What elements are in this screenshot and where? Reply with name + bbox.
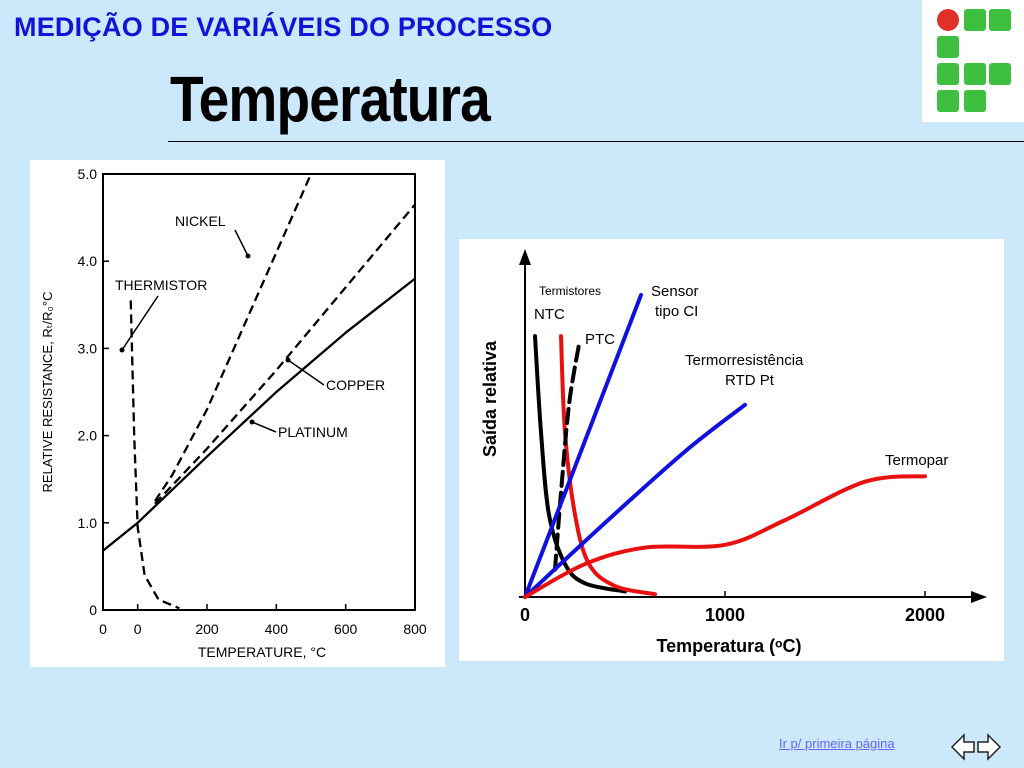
series-line-nickel bbox=[154, 173, 313, 502]
x-tick-label: 1000 bbox=[705, 605, 745, 625]
title-divider bbox=[168, 141, 1024, 142]
annotation-pointer bbox=[121, 295, 159, 351]
annotation-platinum: PLATINUM bbox=[278, 424, 348, 440]
first-page-link[interactable]: Ir p/ primeira página bbox=[779, 736, 895, 751]
resistance-chart-panel: 0 0 200 400 600 800 0 1.0 2.0 3.0 4.0 5.0 NICKEL COP… bbox=[30, 160, 445, 667]
sensor-output-chart-panel: 0 1000 2000 Termistores NTC PTC Sensor tipo CI… bbox=[459, 239, 1004, 661]
x-tick-label: 2000 bbox=[905, 605, 945, 625]
annotation-nickel: NICKEL bbox=[175, 213, 226, 229]
y-tick-label: 2.0 bbox=[78, 428, 98, 444]
annotation-ptc: PTC bbox=[585, 331, 615, 348]
y-axis-arrow bbox=[519, 249, 531, 265]
annotation-termistores: Termistores bbox=[539, 284, 601, 298]
y-axis-label: RELATIVE RESISTANCE, Rₜ/R₀°C bbox=[40, 291, 55, 492]
x-tick-label: 0 bbox=[99, 621, 107, 637]
annotation-pointer bbox=[287, 359, 325, 386]
plot-frame bbox=[102, 173, 416, 611]
annotation-arrowhead bbox=[285, 357, 291, 363]
x-tick-label: 0 bbox=[520, 605, 530, 625]
x-axis-label: Temperatura (ᵒC) bbox=[656, 636, 801, 656]
annotation-pointer bbox=[234, 229, 249, 257]
annotation-thermistor: THERMISTOR bbox=[115, 277, 207, 293]
series-line-platinum bbox=[102, 277, 416, 552]
annotation-termorresistencia: Termorresistência bbox=[685, 352, 804, 369]
x-axis-arrow bbox=[971, 591, 987, 603]
y-axis-label: Saída relativa bbox=[480, 340, 500, 457]
sensor-output-chart: 0 1000 2000 Termistores NTC PTC Sensor tipo CI… bbox=[480, 249, 987, 656]
y-tick-label: 3.0 bbox=[78, 340, 98, 356]
annotation-rtd-pt: RTD Pt bbox=[725, 372, 775, 389]
annotation-arrowhead bbox=[119, 347, 125, 353]
series-line-ptc-1 bbox=[559, 334, 657, 597]
slide-title: Temperatura bbox=[170, 63, 491, 135]
x-tick-label: 200 bbox=[195, 621, 219, 637]
annotation-pointer bbox=[251, 421, 277, 433]
annotation-ntc: NTC bbox=[534, 306, 565, 323]
logo-graphic bbox=[937, 9, 1011, 112]
y-tick-label: 4.0 bbox=[78, 253, 98, 269]
header-title: MEDIÇÃO DE VARIÁVEIS DO PROCESSO bbox=[14, 12, 553, 42]
double-arrow-icon[interactable] bbox=[950, 731, 1002, 763]
annotation-copper: COPPER bbox=[326, 377, 385, 393]
annotation-tipo-ci: tipo CI bbox=[655, 303, 698, 320]
series-line-termorresistencia-rtd-pt-4 bbox=[523, 402, 747, 599]
x-tick-label: 400 bbox=[265, 621, 289, 637]
x-tick-label: 800 bbox=[403, 621, 427, 637]
annotation-arrowhead bbox=[249, 419, 255, 425]
annotation-termopar: Termopar bbox=[885, 452, 948, 469]
series-line-sensor-tipo-ci-3 bbox=[523, 293, 643, 599]
y-tick-label: 0 bbox=[89, 602, 97, 618]
series-line-thermistor bbox=[129, 300, 180, 610]
series-line-copper bbox=[154, 203, 416, 505]
annotation-arrowhead bbox=[245, 253, 251, 259]
annotation-sensor: Sensor bbox=[651, 283, 699, 300]
y-tick-label: 5.0 bbox=[78, 166, 98, 182]
series-line-ptc-2 bbox=[553, 342, 581, 572]
y-tick-label: 1.0 bbox=[78, 515, 98, 531]
logo-red-dot bbox=[937, 9, 959, 31]
series-line-termopar-5 bbox=[523, 474, 927, 599]
institution-logo-icon bbox=[922, 0, 1024, 122]
x-axis-label: TEMPERATURE, °C bbox=[198, 644, 326, 660]
x-tick-label: 0 bbox=[134, 621, 142, 637]
x-tick-label: 600 bbox=[334, 621, 358, 637]
